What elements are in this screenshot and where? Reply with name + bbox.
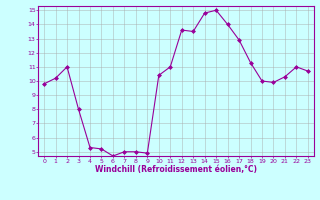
X-axis label: Windchill (Refroidissement éolien,°C): Windchill (Refroidissement éolien,°C) (95, 165, 257, 174)
